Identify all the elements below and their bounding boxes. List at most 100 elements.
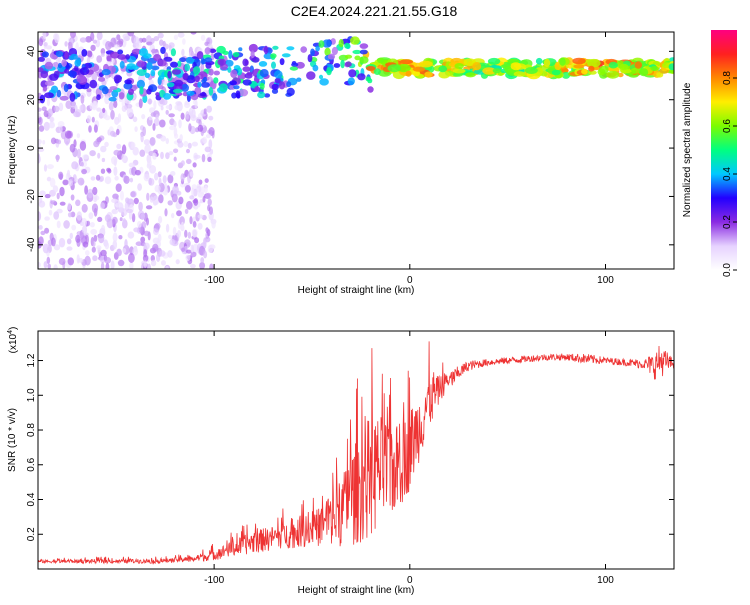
spectrogram-ridge-cell [96,94,101,101]
spectrogram-ridge-cell [318,40,325,48]
spectrogram-ridge-cell [185,56,194,64]
spectrogram-speckle [152,152,157,160]
spectrogram-y-tick-label: 0 [26,145,37,151]
spectrogram-ridge-cell [359,43,369,49]
spectrogram-speckle [81,203,88,213]
spectrogram-ridge-cell [397,64,411,73]
spectrogram-ridge-cell [279,58,285,66]
spectrogram-ridge-cell [373,68,381,75]
spectrogram-speckle [38,107,42,112]
spectrogram-ridge-cell [399,59,414,65]
spectrogram-ridge-cell [157,59,167,67]
spectrogram-marks [38,32,674,269]
spectrogram-speckle [198,119,202,127]
spectrogram-speckle [143,260,147,269]
spectrogram-speckle [207,198,212,206]
spectrogram-ridge-cell [551,69,561,76]
spectrogram-ridge-cell [650,66,659,71]
spectrogram-speckle [180,160,185,166]
spectrogram-speckle [179,134,183,142]
spectrogram-speckle [100,168,106,174]
snr-y-tick-label: 0.4 [26,492,37,506]
colorbar-label: Normalized spectral amplitude [682,82,693,217]
spectrogram-speckle [38,211,42,222]
spectrogram-ridge-cell [197,81,202,88]
spectrogram-ridge-cell [229,80,237,86]
spectrogram-speckle [87,188,94,199]
spectrogram-speckle [86,115,92,124]
spectrogram-ridge-cell [144,72,150,79]
spectrogram-ridge-cell [319,78,329,86]
spectrogram-ridge-cell [79,67,90,76]
spectrogram-speckle [110,130,116,137]
spectrogram-speckle [190,263,196,269]
spectrogram-speckle [71,224,77,231]
spectrogram-speckle [143,230,150,237]
spectrogram-ridge-cell [487,57,501,65]
spectrogram-speckle [110,37,117,48]
snr-x-tick-label: -100 [204,575,224,586]
spectrogram-speckle [189,195,195,200]
spectrogram-ridge-cell [344,54,353,59]
colorbar-ticks: 0.0 0.2 0.4 0.6 0.8 [722,71,737,277]
spectrogram-speckle [100,202,105,210]
spectrogram-speckle [105,262,110,269]
spectrogram-speckle [165,105,172,110]
spectrogram-ridge-cell [608,61,618,69]
spectrogram-ridge-cell [204,57,213,63]
spectrogram-ridge-cell [205,62,212,69]
spectrogram-ridge-cell [202,76,208,83]
spectrogram-ridge-cell [465,72,476,78]
spectrogram-ridge-cell [345,61,352,67]
spectrogram-speckle [76,254,80,264]
snr-y-tick-label: 0.2 [26,527,37,541]
spectrogram-ridge-cell [235,90,241,99]
spectrogram-speckle [152,123,156,131]
spectrogram-speckle [138,98,143,109]
snr-x-axis-label: Height of straight line (km) [298,585,415,596]
spectrogram-speckle [38,147,45,152]
spectrogram-speckle [64,41,68,47]
spectrogram-ridge-cell [618,63,629,71]
spectrogram-ridge-cell [101,86,109,95]
spectrogram-ridge-cell [38,67,44,73]
spectrogram-speckle [142,126,146,137]
spectrogram-speckle [67,257,75,266]
spectrogram-speckle [187,142,192,149]
spectrogram-speckle [97,152,101,159]
spectrogram-ridge-cell [87,50,93,58]
spectrogram-speckle [102,107,106,113]
spectrogram-ridge-cell [232,52,240,58]
spectrogram-speckle [177,141,184,148]
snr-frame [37,330,675,570]
spectrogram-speckle [92,186,98,196]
spectrogram-speckle [43,121,50,131]
spectrogram-speckle [157,233,162,243]
spectrogram-speckle [121,144,127,155]
spectrogram-x-tick-label: -100 [204,275,224,286]
spectrogram-speckle [115,202,120,208]
spectrogram-ridge-cell [251,56,260,63]
spectrogram-ridge-cell [64,50,69,60]
spectrogram-ridge-cell [201,82,210,88]
spectrogram-ridge-cell [98,76,106,82]
spectrogram-speckle [82,154,89,160]
spectrogram-speckle [89,102,95,110]
spectrogram-speckle [159,250,166,257]
spectrogram-speckle [205,134,211,139]
spectrogram-ridge-cell [196,51,204,60]
spectrogram-speckle [105,40,112,51]
snr-y-ticks: 0.2 0.4 0.6 0.8 1.0 1.2 [26,353,674,541]
spectrogram-ridge-cell [64,68,70,74]
spectrogram-panel: -100 0 100 40 20 0 -20 -40 Height of straight … [7,31,675,296]
spectrogram-speckle [46,176,52,182]
spectrogram-speckle [208,115,214,121]
spectrogram-ridge-cell [59,95,69,101]
spectrogram-x-axis-label: Height of straight line (km) [298,285,415,296]
spectrogram-ridge-cell [286,81,292,88]
spectrogram-speckle [38,143,41,148]
spectrogram-speckle [147,98,153,105]
spectrogram-ridge-cell [274,70,283,79]
spectrogram-speckle [198,179,203,185]
spectrogram-ridge-cell [331,46,338,56]
